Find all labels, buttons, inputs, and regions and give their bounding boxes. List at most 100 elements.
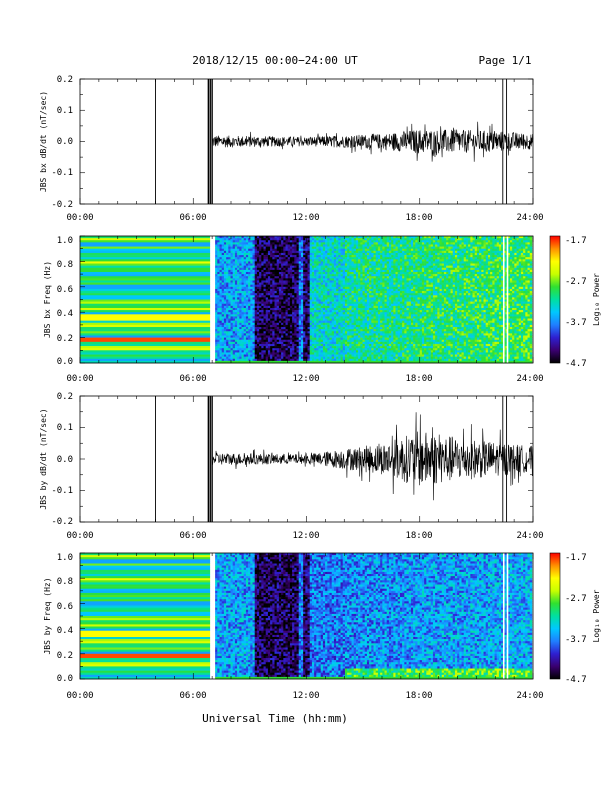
spectrogram-cell: [263, 252, 267, 256]
spectrogram-cell: [384, 278, 388, 281]
spectrogram-cell: [344, 352, 348, 355]
spectrogram-cell: [252, 257, 256, 260]
spectrogram-cell: [278, 343, 282, 347]
spectrogram-cell: [369, 348, 372, 351]
spectrogram-cell: [252, 316, 256, 319]
spectrogram-cell: [388, 337, 392, 341]
spectrogram-cell: [360, 335, 363, 338]
spectrogram-cell: [259, 327, 262, 330]
spectrogram-cell: [349, 293, 352, 296]
spectrogram-cell: [311, 271, 315, 275]
spectrogram-cell: [362, 299, 366, 302]
spectrogram-cell: [219, 335, 223, 338]
spectrogram-cell: [347, 303, 350, 307]
spectrogram-cell: [259, 348, 262, 351]
spectrogram-cell: [358, 284, 361, 288]
spectrogram-cell: [331, 327, 335, 330]
spectrogram-cell: [325, 295, 328, 298]
spectrogram-cell: [298, 324, 302, 328]
spectrogram-cell: [278, 327, 282, 330]
spectrogram-cell: [226, 257, 229, 260]
spectrogram-cell: [380, 331, 383, 334]
spectrogram-cell: [369, 360, 372, 364]
spectrogram-cell: [388, 301, 392, 305]
spectrogram-cell: [219, 299, 223, 302]
spectrogram-cell: [336, 354, 339, 357]
spectrogram-cell: [314, 274, 317, 277]
spectrogram-cell: [274, 240, 278, 243]
spectrogram-cell: [221, 337, 225, 341]
spectrogram-band: [80, 299, 211, 302]
spectrogram-cell: [336, 314, 339, 317]
spectrogram-cell: [248, 305, 251, 309]
spectrogram-cell: [272, 301, 275, 305]
spectrogram-cell: [364, 320, 368, 324]
spectrogram-cell: [318, 242, 322, 245]
spectrogram-cell: [245, 293, 249, 296]
spectrogram-cell: [237, 248, 240, 252]
spectrogram-cell: [331, 320, 335, 324]
spectrogram-cell: [274, 282, 278, 285]
spectrogram-cell: [276, 301, 280, 305]
spectrogram-cell: [342, 343, 346, 347]
spectrogram-cell: [325, 301, 328, 305]
spectrogram-cell: [270, 282, 273, 285]
spectrogram-cell: [254, 310, 258, 313]
spectrogram-cell: [270, 316, 273, 319]
spectrogram-cell: [358, 246, 361, 249]
spectrogram-cell: [219, 352, 223, 355]
spectrogram-cell: [278, 348, 282, 351]
spectrogram-cell: [272, 352, 275, 355]
spectrogram-cell: [362, 297, 366, 300]
spectrogram-cell: [300, 295, 304, 298]
spectrogram-cell: [388, 276, 392, 279]
spectrogram-cell: [261, 346, 264, 349]
spectrogram-cell: [241, 238, 245, 241]
spectrogram-cell: [237, 255, 240, 258]
spectrogram-cell: [261, 310, 264, 313]
spectrogram-cell: [239, 259, 242, 262]
spectrogram-cell: [336, 248, 339, 252]
spectrogram-cell: [380, 286, 383, 290]
spectrogram-cell: [274, 278, 278, 281]
spectrogram-cell: [241, 280, 245, 283]
spectrogram-cell: [300, 333, 304, 336]
spectrogram-cell: [307, 263, 311, 266]
spectrogram-cell: [245, 316, 249, 319]
spectrogram-band: [80, 252, 211, 256]
spectrogram-cell: [281, 236, 284, 239]
spectrogram-cell: [316, 236, 319, 239]
spectrogram-cell: [287, 250, 291, 254]
spectrogram-cell: [292, 282, 295, 285]
spectrogram-cell: [358, 307, 361, 311]
spectrogram-cell: [320, 331, 324, 334]
spectrogram-cell: [270, 263, 273, 266]
spectrogram-cell: [272, 327, 275, 330]
spectrogram-cell: [307, 341, 311, 345]
spectrogram-cell: [325, 274, 328, 277]
spectrogram-cell: [274, 341, 278, 345]
spectrogram-cell: [281, 282, 284, 285]
spectrogram-cell: [333, 348, 337, 351]
spectrogram-cell: [375, 248, 379, 252]
spectrogram-cell: [285, 320, 289, 324]
spectrogram-cell: [307, 265, 311, 269]
spectrogram-cell: [230, 265, 234, 269]
spectrogram-cell: [331, 331, 335, 334]
spectrogram-cell: [311, 257, 315, 260]
spectrogram-cell: [322, 312, 326, 315]
spectrogram-cell: [248, 324, 251, 328]
spectrogram-cell: [292, 244, 295, 247]
spectrogram-band: [80, 356, 211, 360]
spectrogram-cell: [371, 318, 374, 321]
spectrogram-cell: [289, 318, 293, 321]
spectrogram-cell: [347, 284, 350, 288]
spectrogram-cell: [377, 246, 381, 249]
spectrogram-cell: [300, 346, 304, 349]
spectrogram-cell: [322, 252, 326, 256]
spectrogram-cell: [248, 288, 251, 292]
spectrogram-cell: [281, 331, 284, 334]
spectrogram-cell: [349, 259, 352, 262]
spectrogram-cell: [331, 354, 335, 357]
spectrogram-cell: [362, 286, 366, 290]
